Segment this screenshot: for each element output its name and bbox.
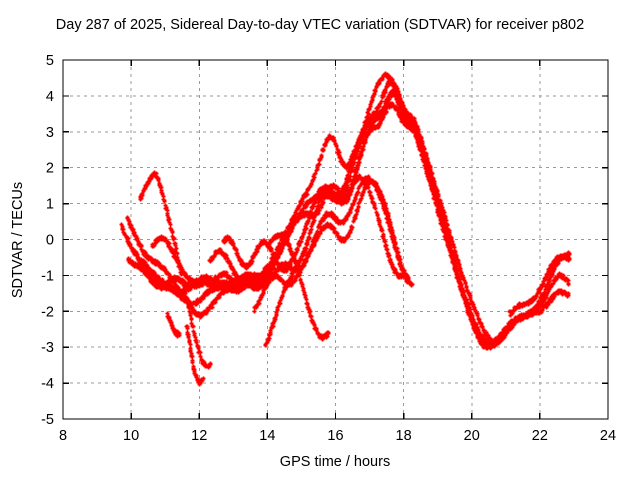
- x-tick-label: 14: [259, 428, 275, 444]
- data-series: [344, 87, 501, 348]
- x-tick-label: 24: [600, 428, 616, 444]
- y-tick-label: -5: [41, 412, 54, 428]
- y-tick-label: 0: [46, 233, 54, 249]
- data-series: [507, 253, 572, 318]
- data-series: [165, 311, 182, 339]
- data-series: [131, 247, 272, 308]
- x-tick-label: 10: [123, 428, 139, 444]
- y-tick-label: -1: [41, 268, 54, 284]
- y-tick-label: 5: [46, 53, 54, 69]
- y-tick-label: 4: [46, 89, 54, 105]
- data-series: [184, 324, 206, 387]
- x-axis-tick-labels: 8 10 12 14 16 18 20 22 24: [59, 428, 616, 444]
- x-tick-label: 20: [464, 428, 480, 444]
- data-points-layer: [119, 71, 572, 387]
- x-tick-label: 22: [532, 428, 548, 444]
- data-series: [207, 174, 411, 287]
- y-tick-label: 2: [46, 161, 54, 177]
- y-tick-label: -3: [41, 340, 54, 356]
- gridlines: [63, 60, 608, 419]
- y-tick-label: 3: [46, 125, 54, 141]
- x-tick-label: 18: [396, 428, 412, 444]
- y-axis-tick-labels: -5 -4 -3 -2 -1 0 1 2 3 4 5: [41, 53, 54, 428]
- chart-title: Day 287 of 2025, Sidereal Day-to-day VTE…: [55, 17, 585, 33]
- x-tick-label: 8: [59, 428, 67, 444]
- data-series: [221, 77, 572, 351]
- x-axis-title: GPS time / hours: [280, 454, 390, 470]
- y-tick-label: 1: [46, 197, 54, 213]
- x-tick-label: 16: [327, 428, 343, 444]
- y-tick-label: -2: [41, 304, 54, 320]
- y-axis-title: SDTVAR / TECUs: [10, 182, 26, 298]
- tick-marks: [62, 59, 609, 420]
- x-tick-label: 12: [191, 428, 207, 444]
- y-tick-label: -4: [41, 376, 54, 392]
